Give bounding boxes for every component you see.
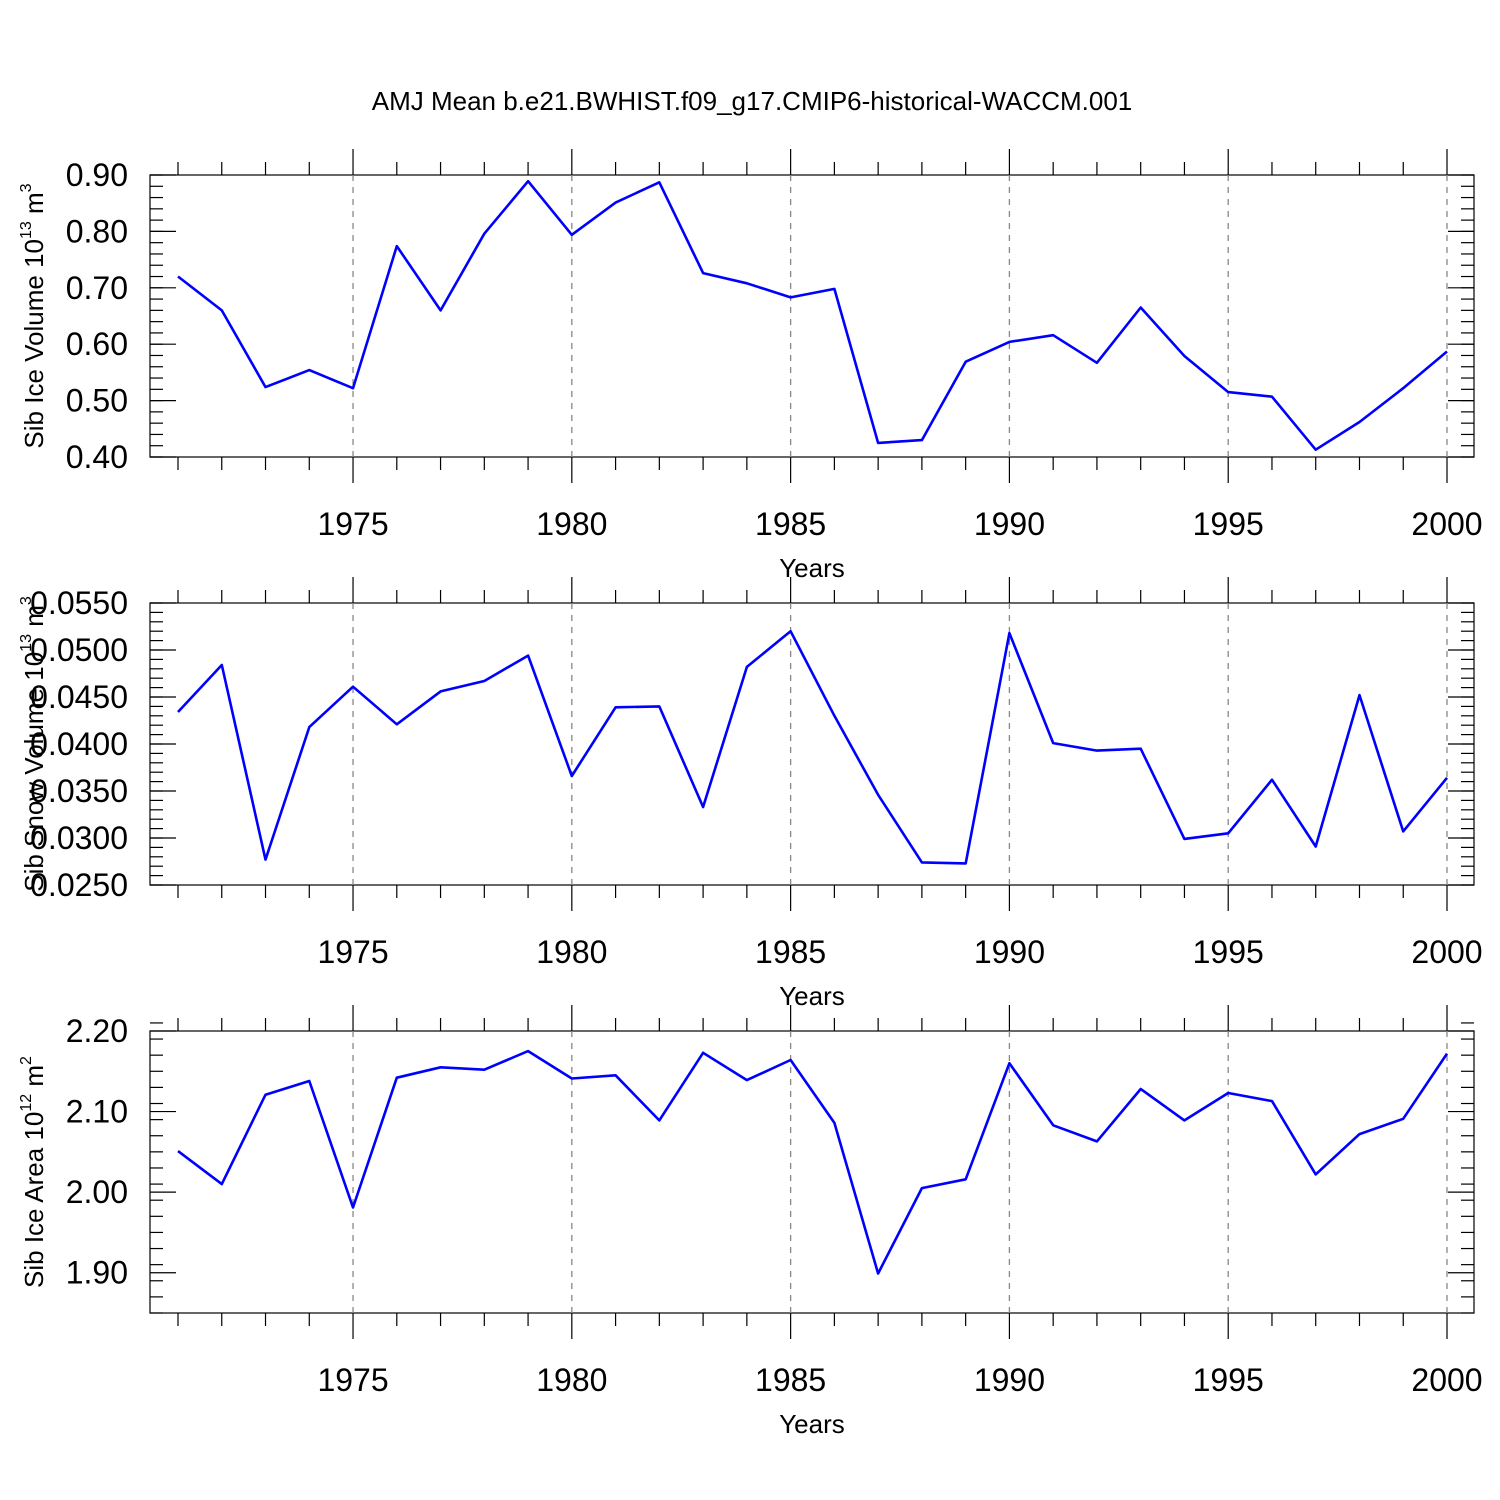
- x-tick-label: 1990: [974, 506, 1045, 542]
- plot-frame: [149, 174, 1475, 458]
- x-tick-label: 1990: [974, 934, 1045, 970]
- x-axis-title: Years: [779, 981, 845, 1011]
- x-tick-label: 1975: [317, 934, 388, 970]
- y-tick-label: 2.20: [66, 1013, 128, 1049]
- plot-frame: [149, 602, 1475, 886]
- x-tick-label: 1980: [536, 1362, 607, 1398]
- series-line: [177, 179, 1448, 452]
- y-tick-label: 1.90: [66, 1255, 128, 1291]
- panel-1: 0.40 0.50 0.60 0.70 0.80 0.90 1975 1980 1985 1990…: [18, 149, 1483, 583]
- panel-2: 0.0250 0.0300 0.0350 0.0400 0.0450 0.0500 0.05…: [18, 577, 1483, 1011]
- y-axis-title: Sib Ice Area 1012 m2: [18, 1056, 49, 1288]
- y-axis-title: Sib Snow Volume 1013 m3: [18, 596, 49, 892]
- x-tick-label: 1985: [755, 506, 826, 542]
- x-axis-title: Years: [779, 1409, 845, 1439]
- y-tick-label: 0.0350: [30, 773, 128, 809]
- y-tick-label: 0.70: [66, 270, 128, 306]
- x-tick-label: 2000: [1411, 934, 1482, 970]
- x-tick-label: 1995: [1193, 934, 1264, 970]
- y-tick-label: 0.60: [66, 326, 128, 362]
- panels: 0.40 0.50 0.60 0.70 0.80 0.90 1975 1980 1985 1990…: [18, 149, 1483, 1439]
- x-tick-label: 1985: [755, 934, 826, 970]
- y-tick-label: 0.0400: [30, 726, 128, 762]
- y-tick-label: 0.0250: [30, 867, 128, 903]
- x-axis-title: Years: [779, 553, 845, 583]
- y-tick-label: 0.80: [66, 213, 128, 249]
- panel-3: 1.90 2.00 2.10 2.20 1975 1980 1985 1990 1995 2000…: [18, 1005, 1483, 1439]
- y-tick-label: 0.50: [66, 383, 128, 419]
- y-tick-label: 0.0450: [30, 679, 128, 715]
- plot-frame: [149, 1030, 1475, 1314]
- x-tick-label: 1975: [317, 506, 388, 542]
- x-tick-label: 2000: [1411, 1362, 1482, 1398]
- y-tick-label: 0.90: [66, 157, 128, 193]
- y-tick-label: 0.0500: [30, 632, 128, 668]
- series-line: [177, 1049, 1449, 1275]
- y-axis-title: Sib Ice Volume 1013 m3: [18, 183, 49, 448]
- y-tick-label: 0.0300: [30, 820, 128, 856]
- x-tick-label: 1995: [1193, 506, 1264, 542]
- y-tick-label: 0.40: [66, 439, 128, 475]
- x-tick-label: 1995: [1193, 1362, 1264, 1398]
- x-tick-label: 1975: [317, 1362, 388, 1398]
- y-tick-label: 2.10: [66, 1094, 128, 1130]
- y-tick-label: 0.0550: [30, 585, 128, 621]
- x-tick-label: 1985: [755, 1362, 826, 1398]
- y-tick-label: 2.00: [66, 1174, 128, 1210]
- x-tick-label: 2000: [1411, 506, 1482, 542]
- x-tick-label: 1980: [536, 506, 607, 542]
- x-tick-label: 1990: [974, 1362, 1045, 1398]
- series-line: [177, 629, 1449, 865]
- chart-title: AMJ Mean b.e21.BWHIST.f09_g17.CMIP6-hist…: [372, 86, 1133, 116]
- x-tick-label: 1980: [536, 934, 607, 970]
